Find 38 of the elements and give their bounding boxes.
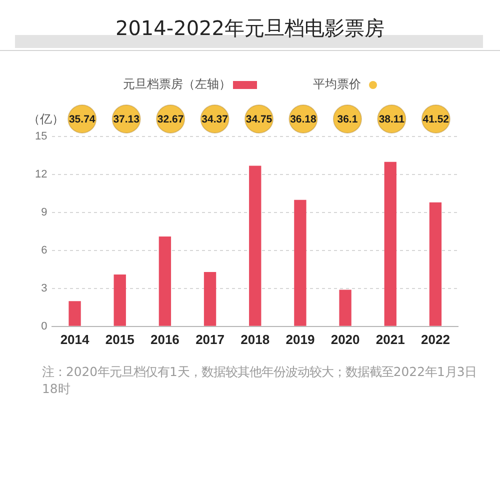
y-tick-label: 3 <box>41 282 48 294</box>
bar <box>384 162 396 326</box>
data-label: 36.1 <box>337 113 358 126</box>
data-label: 34.75 <box>246 113 272 126</box>
y-tick-label: 0 <box>41 320 48 332</box>
y-tick-label: 15 <box>34 130 48 143</box>
x-tick-label: 2014 <box>60 332 90 347</box>
x-tick-label: 2021 <box>376 332 405 347</box>
data-label: 34.37 <box>202 113 228 126</box>
bar <box>158 236 172 326</box>
y-tick-label: 6 <box>41 244 48 257</box>
x-tick-label: 2017 <box>196 332 224 347</box>
text: 注：2020年元旦档仅有1天，数据较其他年份波动较大；数据截至2022年1月3日18时 <box>42 363 478 397</box>
bar <box>114 274 126 326</box>
bar <box>249 166 262 326</box>
x-tick-label: 2016 <box>150 332 180 347</box>
x-tick-label: 2022 <box>420 332 450 347</box>
y-tick-label: 9 <box>41 206 48 219</box>
y-tick-label: 12 <box>34 168 48 181</box>
bar <box>339 290 352 326</box>
bar <box>68 301 81 326</box>
x-tick-label: 2019 <box>286 332 315 347</box>
data-label: 36.18 <box>290 113 317 126</box>
text: 2014-2022年元旦档电影票房 <box>115 16 384 40</box>
legend-label: 元旦档票房（左轴） <box>123 76 231 93</box>
legend-label: 平均票价 <box>313 76 361 93</box>
y-axis-title: （亿） <box>28 111 64 127</box>
data-label: 38.11 <box>378 113 405 126</box>
bar <box>429 202 442 326</box>
bar <box>294 200 306 326</box>
data-label: 37.13 <box>113 113 140 126</box>
data-label: 35.74 <box>68 113 96 126</box>
data-label: 32.67 <box>157 113 184 126</box>
x-tick-label: 2018 <box>240 332 270 347</box>
x-tick-label: 2020 <box>330 332 360 347</box>
x-tick-label: 2015 <box>105 332 134 347</box>
data-label: 41.52 <box>422 113 450 126</box>
bar <box>204 272 216 326</box>
